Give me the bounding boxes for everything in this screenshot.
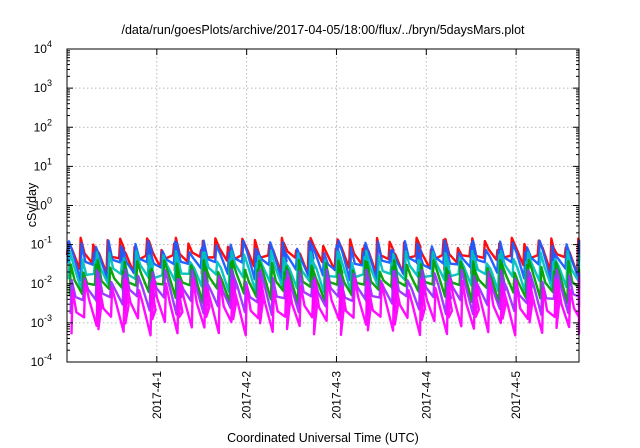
y-tick-label: 104 xyxy=(34,39,52,56)
y-tick-base: 10 xyxy=(31,238,45,252)
x-axis-label: Coordinated Universal Time (UTC) xyxy=(227,431,419,445)
y-tick-base: 10 xyxy=(31,316,45,330)
x-tick-label: 2017-4-1 xyxy=(150,371,164,419)
y-tick-label: 100 xyxy=(34,196,52,213)
y-tick-exponent: 0 xyxy=(47,196,52,206)
x-tick-label: 2017-4-2 xyxy=(240,371,254,419)
y-tick-exponent: 3 xyxy=(47,78,52,88)
y-tick-exponent: 1 xyxy=(47,156,52,166)
y-tick-label: 10-3 xyxy=(31,313,52,330)
series-line-s6 xyxy=(70,277,581,337)
y-tick-exponent: 4 xyxy=(47,39,52,49)
y-tick-label: 10-4 xyxy=(31,352,52,369)
y-tick-exponent: -1 xyxy=(44,235,52,245)
y-tick-exponent: -3 xyxy=(44,313,52,323)
y-tick-label: 10-1 xyxy=(31,235,52,252)
x-axis-ticks: 2017-4-1 2017-4-2 2017-4-3 2017-4-4 2017-4-5 xyxy=(150,49,523,419)
y-tick-base: 10 xyxy=(34,81,48,95)
y-tick-base: 10 xyxy=(31,355,45,369)
y-axis-label: cSv/day xyxy=(25,182,39,227)
y-tick-label: 101 xyxy=(34,156,52,173)
y-tick-exponent: -4 xyxy=(44,352,52,362)
chart-title: /data/run/goesPlots/archive/2017-04-05/1… xyxy=(121,23,525,37)
y-tick-base: 10 xyxy=(34,42,48,56)
y-tick-label: 102 xyxy=(34,117,52,134)
x-tick-label: 2017-4-4 xyxy=(419,371,433,419)
y-tick-label: 10-2 xyxy=(31,274,52,291)
y-tick-label: 103 xyxy=(34,78,52,95)
x-tick-label: 2017-4-5 xyxy=(509,371,523,419)
x-tick-label: 2017-4-3 xyxy=(329,371,343,419)
y-tick-base: 10 xyxy=(34,199,48,213)
y-tick-exponent: 2 xyxy=(47,117,52,127)
y-tick-base: 10 xyxy=(31,277,45,291)
series-group xyxy=(65,236,581,337)
y-tick-exponent: -2 xyxy=(44,274,52,284)
y-tick-base: 10 xyxy=(34,159,48,173)
y-tick-base: 10 xyxy=(34,120,48,134)
